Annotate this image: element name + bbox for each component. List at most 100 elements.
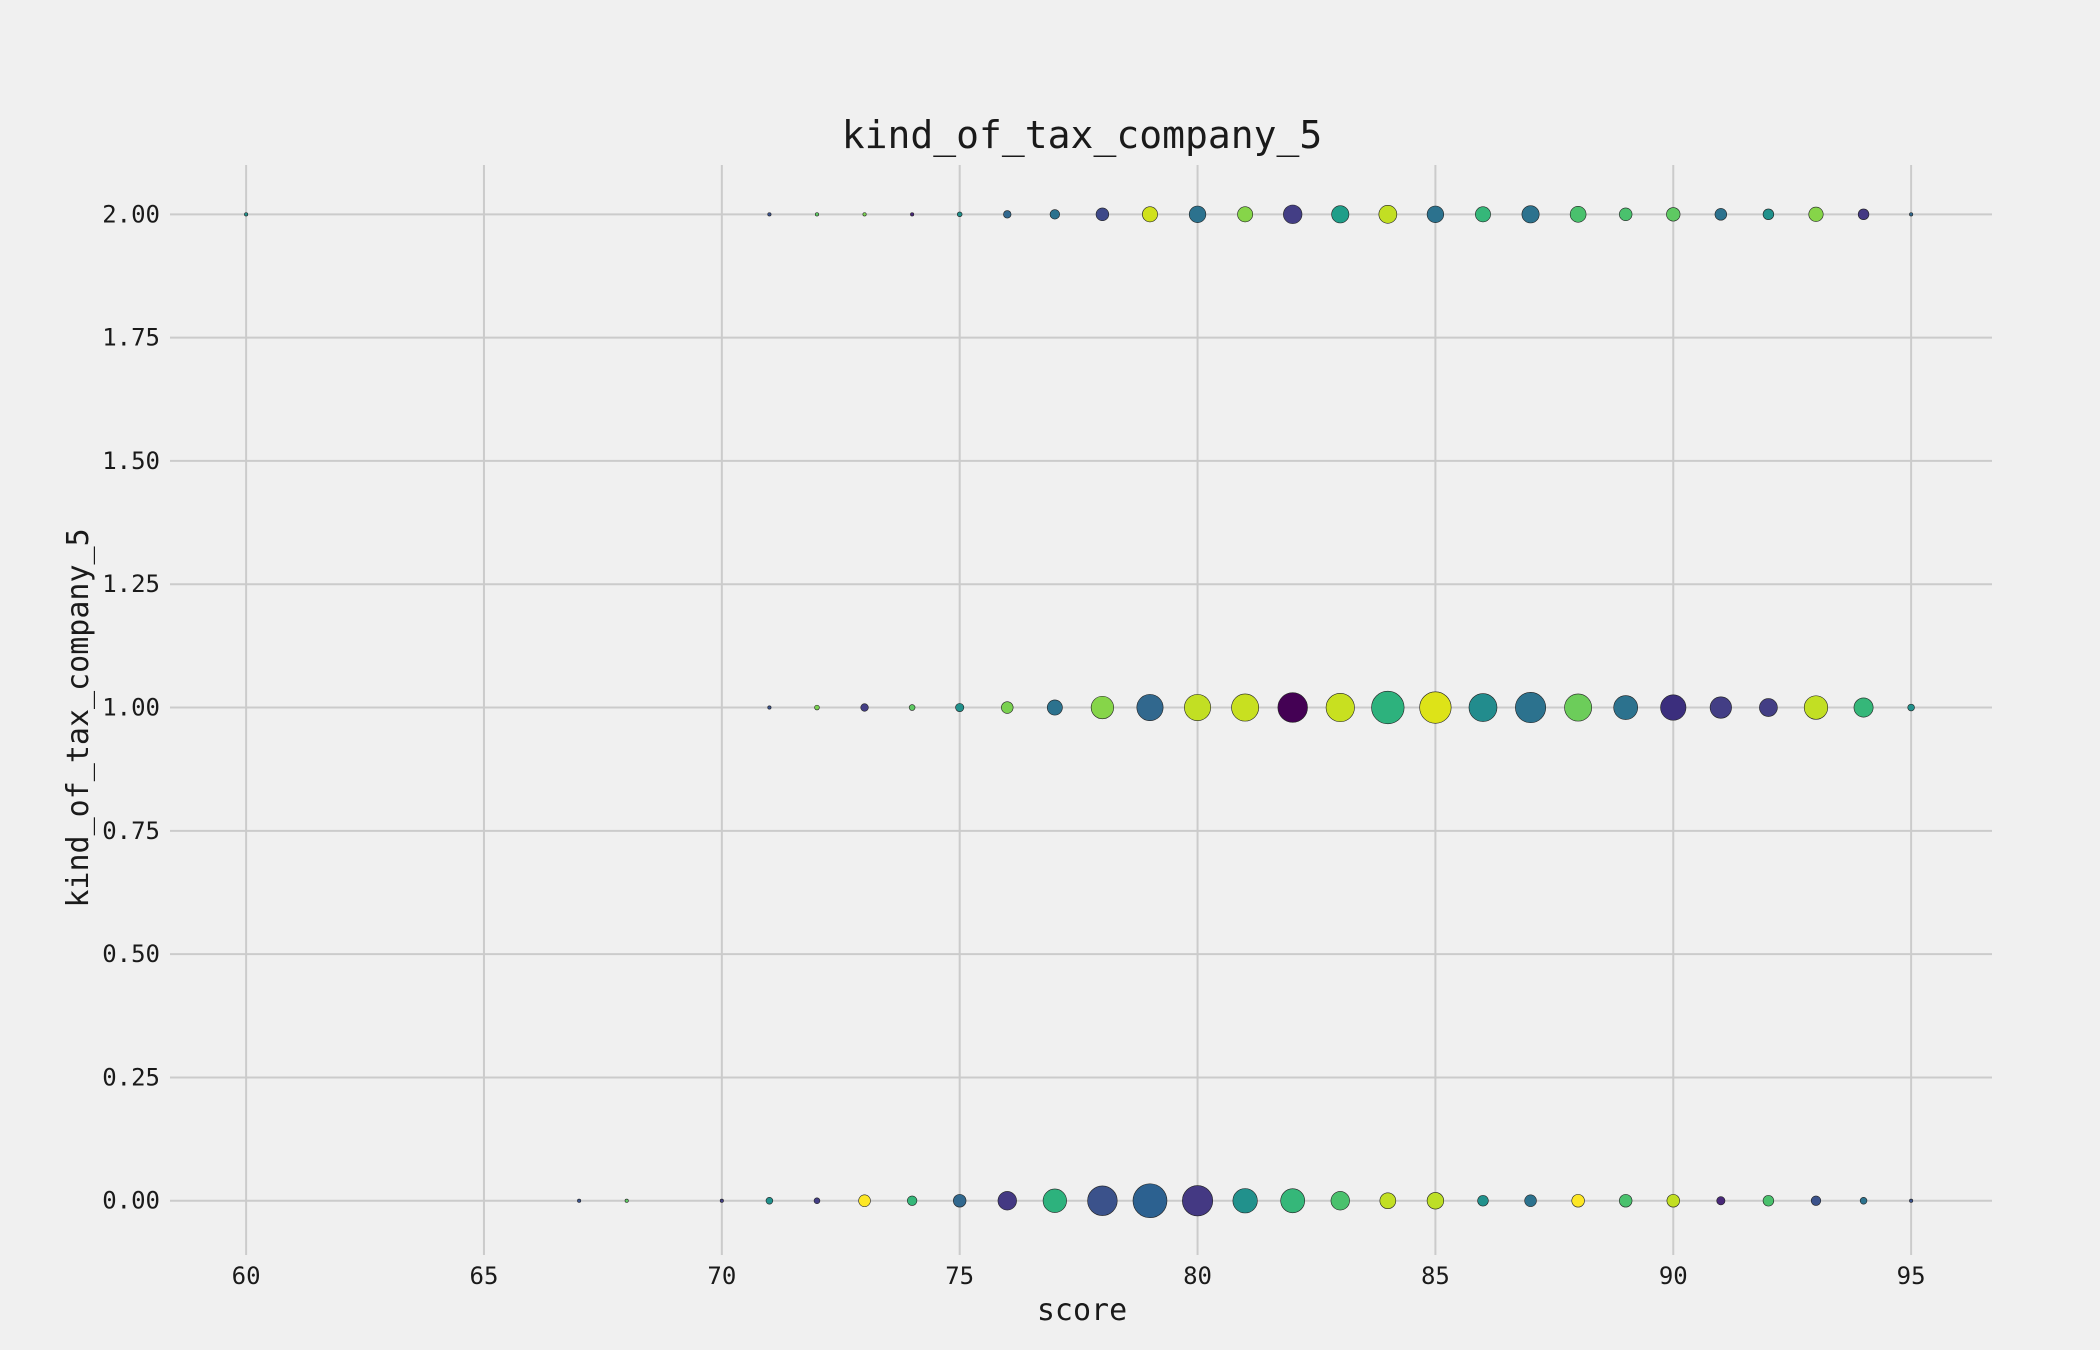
scatter-point xyxy=(1095,207,1110,221)
data-points xyxy=(244,204,1915,1219)
scatter-point xyxy=(1909,1198,1914,1203)
scatter-point xyxy=(1188,205,1207,223)
scatter-point xyxy=(719,1198,724,1203)
y-tick-label: 2.00 xyxy=(102,200,160,228)
y-tick-label: 1.50 xyxy=(102,447,160,475)
scatter-point xyxy=(1325,693,1355,723)
scatter-point xyxy=(997,1191,1017,1211)
y-tick-label: 0.25 xyxy=(102,1063,160,1091)
scatter-point xyxy=(1231,693,1260,722)
scatter-point xyxy=(1136,694,1164,722)
scatter-point xyxy=(1087,1185,1118,1216)
scatter-point xyxy=(1762,1195,1775,1207)
scatter-point xyxy=(908,704,916,711)
scatter-point xyxy=(1046,699,1063,716)
x-axis-ticks: 60 65 70 75 80 85 90 95 xyxy=(232,1262,1926,1290)
scatter-point xyxy=(1049,209,1060,220)
scatter-point xyxy=(1515,692,1547,724)
scatter-point xyxy=(1571,1194,1585,1208)
scatter-point xyxy=(1909,212,1914,217)
scatter-point xyxy=(1660,694,1687,721)
scatter-point xyxy=(1857,208,1870,220)
x-tick-label: 85 xyxy=(1421,1262,1450,1290)
scatter-point xyxy=(1808,206,1824,222)
scatter-point xyxy=(1182,1185,1214,1217)
y-tick-label: 1.25 xyxy=(102,570,160,598)
scatter-point xyxy=(910,212,915,217)
scatter-point xyxy=(1759,698,1778,717)
scatter-point xyxy=(1042,1188,1067,1213)
scatter-point xyxy=(1477,1195,1489,1207)
scatter-point xyxy=(1426,205,1445,223)
scatter-point xyxy=(1666,1194,1680,1208)
scatter-point xyxy=(577,1198,582,1203)
scatter-point xyxy=(1379,1192,1397,1210)
x-tick-label: 65 xyxy=(470,1262,499,1290)
scatter-point xyxy=(1419,691,1452,724)
x-tick-label: 95 xyxy=(1897,1262,1926,1290)
y-tick-label: 1.00 xyxy=(102,694,160,722)
scatter-point xyxy=(1331,205,1350,224)
scatter-point xyxy=(765,1197,774,1205)
y-tick-label: 1.75 xyxy=(102,324,160,352)
scatter-point xyxy=(1003,210,1012,219)
chart-title: kind_of_tax_company_5 xyxy=(842,113,1322,158)
scatter-point xyxy=(907,1195,918,1206)
scatter-point xyxy=(1859,1197,1868,1205)
y-axis-label: kind_of_tax_company_5 xyxy=(61,528,96,907)
y-axis-ticks: 0.00 0.25 0.50 0.75 1.00 1.25 1.50 1.75 2.00 xyxy=(102,200,160,1214)
x-tick-label: 90 xyxy=(1659,1262,1688,1290)
scatter-point xyxy=(767,212,772,217)
scatter-point xyxy=(1184,694,1212,722)
scatter-point xyxy=(956,211,963,218)
x-axis-label: score xyxy=(1037,1293,1127,1328)
scatter-point xyxy=(1907,703,1915,712)
y-tick-label: 0.75 xyxy=(102,817,160,845)
scatter-point xyxy=(1564,693,1593,722)
scatter-point xyxy=(1371,690,1405,725)
x-tick-label: 70 xyxy=(707,1262,736,1290)
scatter-point xyxy=(1090,695,1114,720)
x-tick-label: 80 xyxy=(1183,1262,1212,1290)
y-tick-label: 0.50 xyxy=(102,940,160,968)
x-tick-label: 75 xyxy=(945,1262,974,1290)
scatter-point xyxy=(1280,1188,1306,1214)
scatter-point xyxy=(862,212,867,217)
scatter-point xyxy=(1475,206,1491,223)
scatter-point xyxy=(1853,697,1874,718)
scatter-point xyxy=(814,212,819,217)
scatter-point xyxy=(1716,1196,1726,1206)
scatter-point xyxy=(1803,695,1829,720)
scatter-point xyxy=(1613,695,1639,720)
scatter-point xyxy=(1619,1194,1633,1208)
scatter-point xyxy=(1619,207,1633,221)
scatter-point xyxy=(244,212,249,217)
scatter-point xyxy=(1569,206,1587,223)
scatter-point xyxy=(1237,206,1254,223)
scatter-point xyxy=(624,1198,629,1203)
scatter-point xyxy=(858,1194,871,1207)
scatter-point xyxy=(813,1197,821,1204)
scatter-point xyxy=(814,704,820,711)
scatter-point xyxy=(1330,1191,1350,1211)
scatter-point xyxy=(955,703,965,712)
scatter-point xyxy=(860,703,869,712)
scatter-point xyxy=(1277,692,1308,723)
scatter-point xyxy=(1378,205,1398,224)
scatter-point xyxy=(1132,1183,1168,1219)
y-tick-label: 0.00 xyxy=(102,1187,160,1215)
scatter-point xyxy=(1666,207,1681,222)
x-tick-label: 60 xyxy=(232,1262,261,1290)
scatter-point xyxy=(1468,693,1498,722)
scatter-point xyxy=(767,705,772,710)
scatter-point xyxy=(1001,701,1014,714)
scatter-point xyxy=(953,1194,967,1208)
scatter-point xyxy=(1714,208,1728,221)
scatter-point xyxy=(1426,1192,1445,1210)
scatter-point xyxy=(1524,1194,1537,1207)
scatter-point xyxy=(1762,208,1775,220)
scatter-point xyxy=(1810,1195,1822,1206)
scatter-point xyxy=(1232,1188,1258,1214)
